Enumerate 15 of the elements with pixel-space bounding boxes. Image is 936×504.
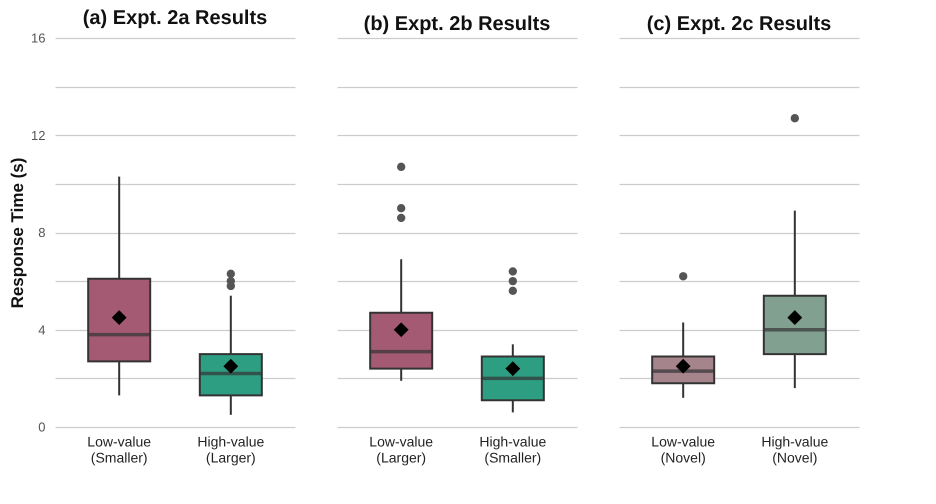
chart-title: (c) Expt. 2c Results (646, 13, 832, 35)
y-axis-title: Response Time (s) (8, 158, 28, 308)
y-tick-label: 4 (38, 322, 46, 338)
x-tick-label: Low-value (Larger) (369, 434, 434, 466)
y-tick-label: 0 (38, 420, 46, 434)
y-tick-label: 16 (31, 30, 46, 46)
chart-title: (b) Expt. 2b Results (364, 13, 550, 35)
chart-title: (a) Expt. 2a Results (82, 7, 268, 29)
x-tick-label: High-value (Smaller) (479, 434, 546, 466)
x-tick-label: High-value (Larger) (197, 434, 264, 466)
x-tick-label: High-value (Novel) (761, 434, 828, 466)
x-tick-label: Low-value (Novel) (651, 434, 716, 466)
y-tick-label: 12 (31, 128, 46, 143)
y-tick-label: 8 (38, 225, 46, 240)
x-tick-label: Low-value (Smaller) (87, 434, 152, 466)
